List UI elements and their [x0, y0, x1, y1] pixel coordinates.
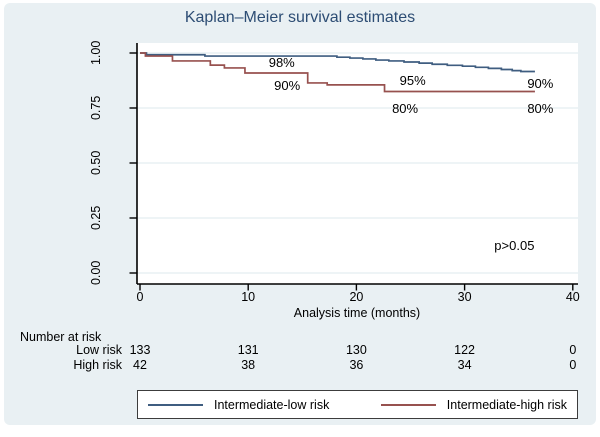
curve-annotation: 80% — [527, 101, 554, 117]
y-tick-label: 0.25 — [89, 205, 104, 231]
y-tick-label: 0.50 — [89, 150, 104, 176]
curve-annotation: 90% — [274, 78, 301, 94]
risk-table-title: Number at risk — [20, 330, 102, 344]
x-tick-label: 40 — [565, 290, 580, 304]
curve-annotation: 90% — [527, 75, 554, 91]
legend-entry: Intermediate-high risk — [380, 397, 567, 412]
risk-row-label: High risk — [73, 358, 122, 372]
legend-swatch — [148, 403, 203, 406]
legend: Intermediate-low risk Intermediate-high r… — [137, 390, 578, 419]
curve-annotation: 98% — [268, 55, 295, 70]
series-line-1 — [140, 52, 535, 93]
risk-value: 34 — [457, 358, 472, 372]
risk-value: 36 — [349, 358, 364, 372]
y-tick-label: 0.75 — [89, 95, 104, 121]
risk-value: 130 — [345, 343, 367, 357]
series-line-0 — [140, 52, 535, 73]
risk-value: 131 — [237, 343, 259, 357]
risk-value: 38 — [241, 358, 256, 372]
risk-value: 0 — [569, 343, 577, 357]
x-tick-label: 20 — [349, 290, 364, 304]
curve-annotation: 80% — [392, 101, 419, 117]
legend-entry: Intermediate-low risk — [148, 398, 329, 412]
x-tick-label: 30 — [457, 290, 472, 304]
risk-row-label: Low risk — [76, 343, 122, 357]
curve-annotation: p>0.05 — [494, 238, 535, 254]
risk-value: 42 — [133, 358, 147, 372]
x-axis-label: Analysis time (months) — [293, 306, 421, 320]
curve-annotation: 95% — [399, 73, 426, 89]
y-tick-label: 1.00 — [89, 40, 104, 66]
risk-value: 0 — [569, 358, 577, 372]
risk-value: 133 — [129, 343, 151, 357]
x-tick-label: 0 — [136, 290, 144, 304]
chart-title: Kaplan–Meier survival estimates — [184, 9, 416, 26]
x-tick-label: 10 — [241, 290, 256, 304]
y-tick-label: 0.00 — [89, 260, 104, 286]
legend-swatch — [380, 403, 436, 406]
legend-label: Intermediate-high risk — [446, 397, 567, 412]
risk-value: 122 — [454, 343, 476, 357]
legend-label: Intermediate-low risk — [214, 397, 330, 412]
